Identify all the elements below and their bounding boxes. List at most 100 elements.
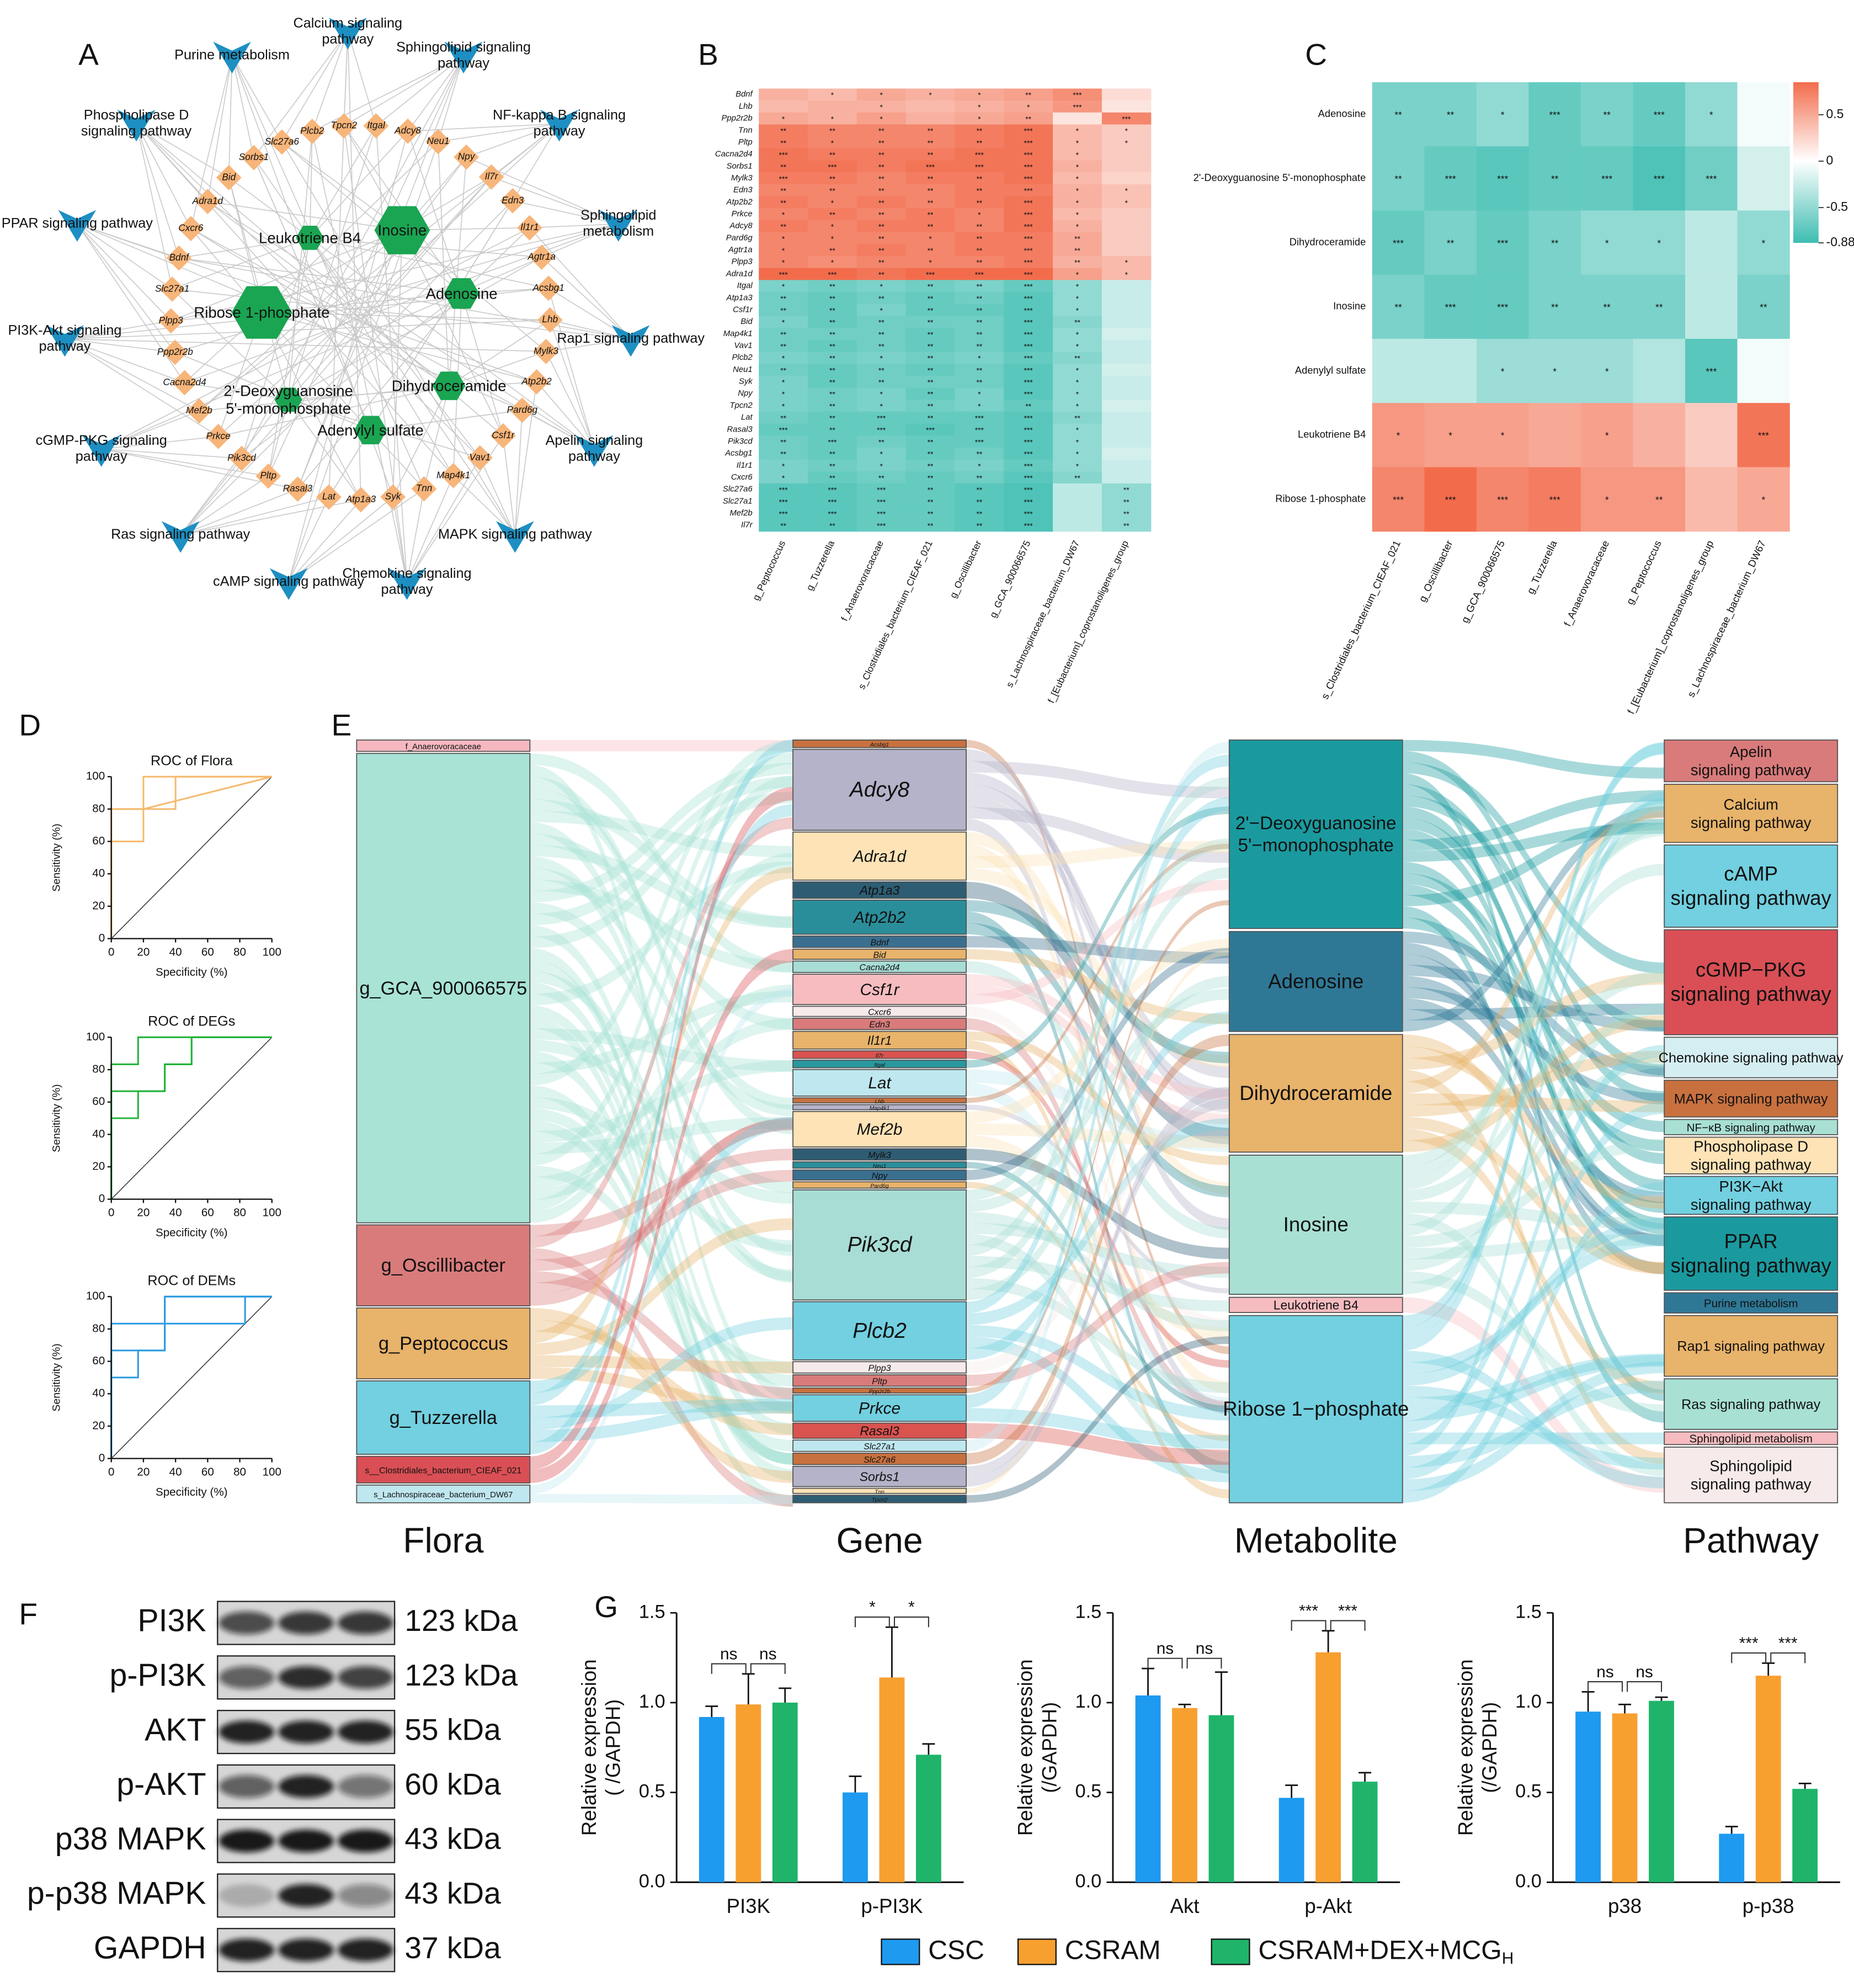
pathway-label: Calcium signaling pathway <box>294 15 403 46</box>
node-label: Dihydroceramide <box>1239 1082 1392 1104</box>
star-label: * <box>880 450 883 459</box>
legend-swatch <box>881 1938 920 1965</box>
node-label: Lat <box>868 1074 892 1092</box>
y-tick-label: 20 <box>92 1160 105 1173</box>
heat-cell <box>955 172 1004 185</box>
gene-node <box>509 397 535 423</box>
flow-ribbon <box>966 1211 1229 1332</box>
significance-bracket <box>1291 1620 1326 1631</box>
significance-bracket <box>750 1663 786 1674</box>
flow-ribbon <box>1402 931 1665 1077</box>
flow-ribbon <box>1402 972 1665 1070</box>
heat-cell <box>1372 146 1425 211</box>
heat-cell <box>1053 136 1102 149</box>
star-label: *** <box>1549 494 1560 505</box>
metabolite-node <box>274 387 302 412</box>
protein-label: GAPDH <box>94 1930 206 1965</box>
flow-ribbon <box>1402 1139 1665 1248</box>
heat-cell <box>1004 160 1053 173</box>
significance-label: *** <box>1338 1602 1357 1620</box>
star-label: ** <box>829 295 835 303</box>
flow-ribbon <box>1402 1128 1665 1394</box>
network-edge <box>179 257 462 294</box>
network-edge <box>423 385 450 489</box>
heat-cell <box>856 519 907 532</box>
node-label: Ribose 1−phosphate <box>1223 1397 1409 1420</box>
flow-ribbon <box>966 911 1229 1474</box>
star-label: ** <box>928 175 934 183</box>
sankey-node <box>1664 1216 1839 1291</box>
flow-ribbon <box>1402 873 1665 1133</box>
flow-ribbon <box>1402 965 1665 1032</box>
node-label: Mylk3 <box>868 1150 891 1160</box>
sankey-node <box>792 831 967 881</box>
star-label: * <box>782 318 785 327</box>
star-label: * <box>782 402 785 411</box>
sankey-node <box>1664 784 1839 843</box>
y-axis-label: Relative expression <box>1014 1659 1037 1836</box>
row-label: Tnn <box>738 126 753 135</box>
sankey-node <box>356 1380 531 1455</box>
heat-cell <box>905 400 956 412</box>
y-tick-label: 60 <box>92 1095 105 1108</box>
network-edge <box>231 55 254 158</box>
flow-ribbon <box>530 799 793 928</box>
heat-cell <box>955 447 1004 460</box>
star-label: ** <box>878 438 885 446</box>
column-label: g_GCA_900066575 <box>987 539 1032 619</box>
metabolite-label: Adenosine <box>426 285 498 302</box>
panel-label: F <box>19 1597 38 1631</box>
text-line: Calcium signaling <box>294 15 403 30</box>
heat-cell <box>1004 387 1053 400</box>
flow-ribbon <box>966 749 1229 1230</box>
pathway-label: PPAR signaling pathway <box>2 215 153 231</box>
heat-cell <box>1685 146 1738 211</box>
network-edge <box>549 320 595 449</box>
node-label: Tpcn2 <box>872 1497 888 1503</box>
y-tick-label: 0.5 <box>639 1781 665 1802</box>
heat-cell <box>759 483 808 496</box>
flow-ribbon <box>966 880 1229 1005</box>
heat-cell <box>759 435 808 448</box>
x-tick-label: 100 <box>263 1465 281 1478</box>
star-label: *** <box>779 498 789 506</box>
heat-cell <box>1685 338 1738 403</box>
row-label: Csf1r <box>733 305 753 314</box>
star-label: * <box>831 91 834 99</box>
star-label: * <box>782 247 785 255</box>
legend-swatch <box>1017 1938 1057 1965</box>
network-edge <box>65 338 219 437</box>
heat-cell <box>856 208 907 221</box>
network-edge <box>347 31 361 500</box>
row-label: Map4k1 <box>723 329 753 338</box>
flow-ribbon <box>530 985 793 1189</box>
star-label: * <box>1076 139 1079 147</box>
heat-cell <box>759 208 808 221</box>
heat-cell <box>1424 146 1477 211</box>
flow-ribbon <box>1402 1015 1665 1152</box>
flow-ribbon <box>966 1050 1229 1368</box>
star-label: ** <box>928 379 934 387</box>
heat-cell <box>807 339 857 353</box>
star-label: ** <box>1123 510 1130 518</box>
flow-ribbon <box>530 791 793 948</box>
heat-cell <box>1053 148 1102 161</box>
significance-bracket <box>1587 1681 1623 1692</box>
y-axis-label: (/GAPDH) <box>1038 1702 1061 1793</box>
heat-cell <box>1737 467 1790 532</box>
y-tick-label: 100 <box>86 1290 105 1303</box>
star-label: ** <box>780 414 786 423</box>
star-label: ** <box>928 306 934 315</box>
star-label: * <box>880 115 883 124</box>
column-title: Gene <box>837 1521 923 1560</box>
heat-cell <box>807 423 857 436</box>
row-label: Pard6g <box>726 233 753 242</box>
heat-cell <box>905 507 956 520</box>
panel-label: G <box>594 1590 618 1624</box>
star-label: ** <box>1551 302 1559 313</box>
heat-cell <box>1053 208 1102 221</box>
star-label: *** <box>1497 302 1508 313</box>
sankey-node <box>792 948 967 960</box>
reference-line <box>111 1036 273 1200</box>
heat-cell <box>1053 387 1102 400</box>
